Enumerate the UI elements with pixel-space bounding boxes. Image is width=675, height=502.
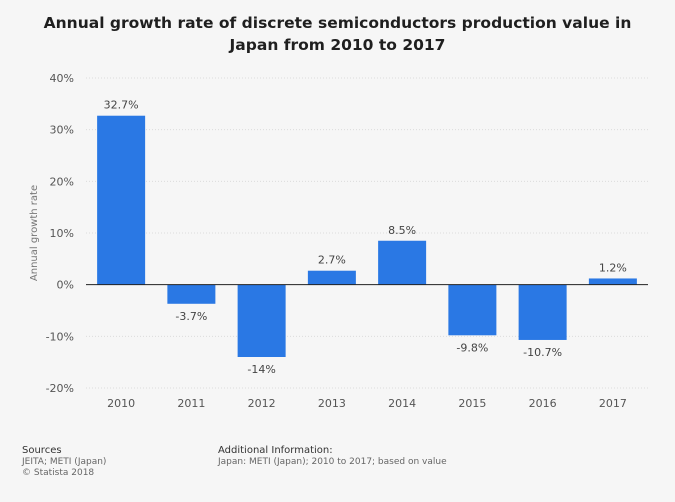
x-tick-label: 2013 (318, 397, 346, 410)
y-tick-label: 20% (50, 175, 74, 188)
x-tick-label: 2011 (177, 397, 205, 410)
bar-2011 (167, 284, 216, 304)
data-label: 32.7% (104, 99, 139, 112)
data-label: 2.7% (318, 254, 346, 267)
data-label: -9.8% (456, 341, 488, 354)
bar-2014 (378, 240, 427, 285)
bar-2010 (97, 115, 146, 285)
chart-title-line-2: Japan from 2010 to 2017 (229, 36, 446, 54)
y-tick-label: 40% (50, 72, 74, 85)
x-tick-label: 2016 (529, 397, 557, 410)
chart-title-line-1: Annual growth rate of discrete semicondu… (43, 14, 632, 32)
x-tick-label: 2010 (107, 397, 135, 410)
bar-2016 (518, 284, 567, 340)
y-tick-label: -20% (46, 382, 74, 395)
y-tick-label: 30% (50, 124, 74, 137)
x-tick-label: 2012 (248, 397, 276, 410)
x-tick-label: 2014 (388, 397, 416, 410)
additional-info-text: Japan: METI (Japan); 2010 to 2017; based… (218, 457, 447, 467)
sources-heading: Sources (22, 445, 62, 456)
x-tick-label: 2017 (599, 397, 627, 410)
bar-2013 (307, 270, 356, 285)
y-axis-label: Annual growth rate (29, 185, 40, 281)
y-tick-label: -10% (46, 330, 74, 343)
sources-block: Sources JEITA; METI (Japan) © Statista 2… (22, 444, 106, 479)
bar-2017 (588, 278, 637, 285)
data-label: 1.2% (599, 261, 627, 274)
x-tick-label: 2015 (458, 397, 486, 410)
sources-text: JEITA; METI (Japan) (22, 457, 107, 467)
y-tick-label: 0% (57, 279, 74, 292)
additional-info-block: Additional Information: Japan: METI (Jap… (218, 444, 447, 468)
y-tick-label: 10% (50, 227, 74, 240)
data-label: -3.7% (175, 310, 207, 323)
copyright-text: © Statista 2018 (22, 468, 95, 478)
chart-title: Annual growth rate of discrete semicondu… (0, 12, 675, 56)
data-label: -10.7% (523, 346, 562, 359)
additional-info-heading: Additional Information: (218, 445, 333, 456)
bar-2012 (237, 284, 286, 357)
data-label: 8.5% (388, 224, 416, 237)
bar-chart: 40% 30% 20% 10% 0% -10% -20% Annual growth rate… (29, 72, 648, 410)
data-label: -14% (247, 363, 275, 376)
bar-2015 (448, 284, 497, 336)
